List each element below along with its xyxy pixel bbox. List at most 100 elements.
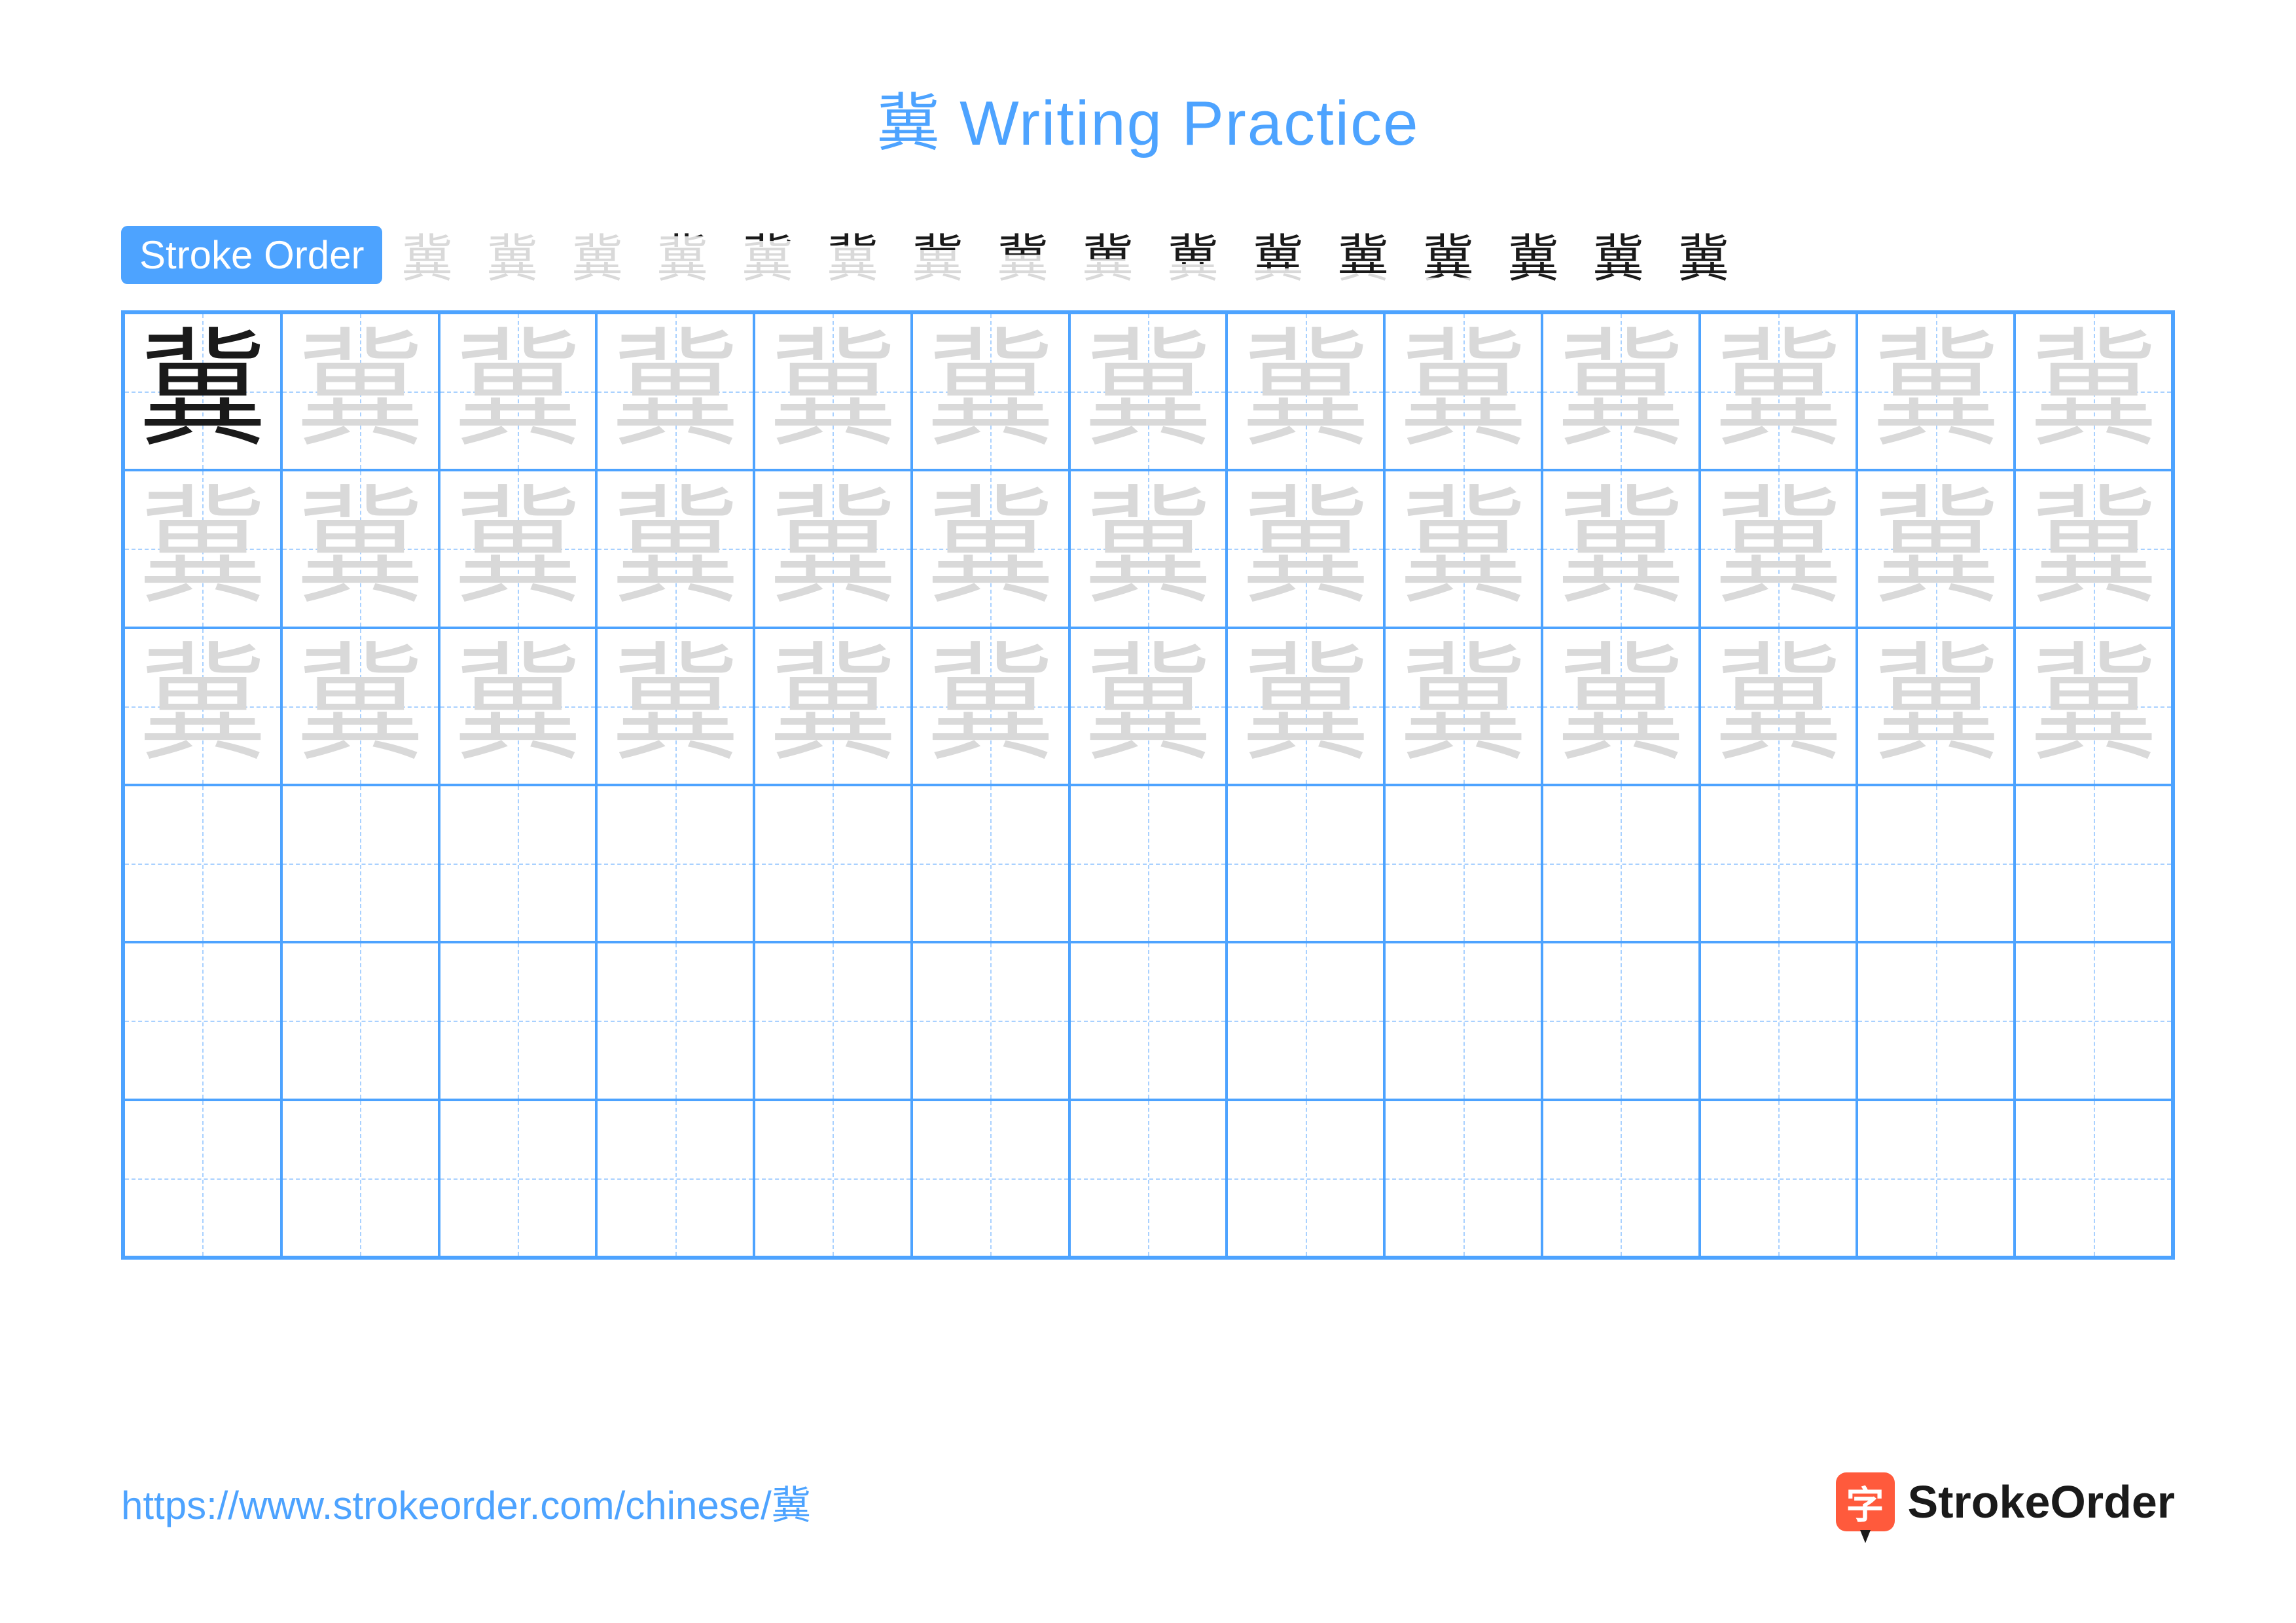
grid-cell: 冀 — [912, 470, 1069, 627]
grid-cell: 冀 — [754, 628, 912, 785]
trace-character: 冀 — [454, 485, 581, 613]
trace-character: 冀 — [769, 485, 897, 613]
stroke-step-1: 冀冀 — [394, 222, 459, 287]
grid-cell: 冀 — [596, 628, 754, 785]
grid-cell: 冀 — [596, 313, 754, 470]
grid-cell — [1700, 1100, 1857, 1257]
grid-cell — [1542, 1100, 1700, 1257]
grid-cell: 冀 — [439, 470, 597, 627]
grid-cell: 冀 — [754, 470, 912, 627]
grid-cell — [754, 942, 912, 1099]
grid-cell: 冀 — [1069, 470, 1227, 627]
grid-cell: 冀 — [1384, 628, 1542, 785]
logo: 字 StrokeOrder — [1836, 1472, 2175, 1531]
stroke-step-9: 冀冀 — [1075, 222, 1140, 287]
stroke-step-16: 冀冀 — [1670, 222, 1736, 287]
grid-cell: 冀 — [1700, 313, 1857, 470]
stroke-step-4: 冀冀 — [649, 222, 715, 287]
grid-cell — [1227, 942, 1384, 1099]
trace-character: 冀 — [769, 328, 897, 456]
grid-cell: 冀 — [1542, 470, 1700, 627]
page-title: 冀 Writing Practice — [121, 72, 2175, 163]
grid-cell — [124, 942, 281, 1099]
trace-character: 冀 — [139, 642, 266, 770]
trace-character: 冀 — [2030, 485, 2157, 613]
trace-character: 冀 — [769, 642, 897, 770]
trace-character: 冀 — [1242, 328, 1369, 456]
stroke-step-8: 冀冀 — [990, 222, 1055, 287]
grid-cell: 冀 — [754, 313, 912, 470]
trace-character: 冀 — [927, 328, 1054, 456]
stroke-order-badge: Stroke Order — [121, 226, 382, 284]
trace-character: 冀 — [1399, 328, 1527, 456]
grid-cell — [2015, 1100, 2172, 1257]
trace-character: 冀 — [927, 485, 1054, 613]
trace-character: 冀 — [1715, 642, 1842, 770]
footer-url: https://www.strokeorder.com/chinese/冀 — [121, 1474, 811, 1531]
trace-character: 冀 — [1872, 642, 2000, 770]
logo-icon: 字 — [1836, 1472, 1895, 1531]
grid-cell — [281, 785, 439, 942]
grid-cell — [754, 1100, 912, 1257]
stroke-steps-container: 冀冀冀冀冀冀冀冀冀冀冀冀冀冀冀冀冀冀冀冀冀冀冀冀冀冀冀冀冀冀冀冀 — [394, 222, 1736, 287]
grid-cell — [1857, 942, 2015, 1099]
grid-cell — [1384, 1100, 1542, 1257]
trace-character: 冀 — [927, 642, 1054, 770]
trace-character: 冀 — [1557, 642, 1685, 770]
grid-cell — [1227, 1100, 1384, 1257]
grid-cell: 冀 — [1700, 628, 1857, 785]
stroke-step-14: 冀冀 — [1500, 222, 1566, 287]
stroke-step-13: 冀冀 — [1415, 222, 1480, 287]
grid-cell — [1069, 1100, 1227, 1257]
grid-cell: 冀 — [1384, 470, 1542, 627]
trace-character: 冀 — [1557, 328, 1685, 456]
footer: https://www.strokeorder.com/chinese/冀 字 … — [121, 1472, 2175, 1531]
grid-cell — [2015, 785, 2172, 942]
grid-cell — [596, 1100, 754, 1257]
stroke-order-row: Stroke Order 冀冀冀冀冀冀冀冀冀冀冀冀冀冀冀冀冀冀冀冀冀冀冀冀冀冀冀… — [121, 222, 2175, 287]
stroke-step-2: 冀冀 — [479, 222, 545, 287]
grid-cell: 冀 — [1542, 628, 1700, 785]
grid-cell — [1857, 785, 2015, 942]
grid-cell: 冀 — [439, 313, 597, 470]
trace-character: 冀 — [1872, 485, 2000, 613]
grid-cell — [2015, 942, 2172, 1099]
stroke-step-5: 冀冀 — [734, 222, 800, 287]
stroke-step-11: 冀冀 — [1245, 222, 1310, 287]
grid-cell: 冀 — [912, 313, 1069, 470]
grid-cell: 冀 — [596, 470, 754, 627]
grid-cell: 冀 — [281, 628, 439, 785]
grid-cell — [1384, 785, 1542, 942]
grid-cell: 冀 — [1384, 313, 1542, 470]
grid-cell — [439, 1100, 597, 1257]
trace-character: 冀 — [611, 485, 739, 613]
stroke-step-15: 冀冀 — [1585, 222, 1651, 287]
stroke-step-6: 冀冀 — [819, 222, 885, 287]
trace-character: 冀 — [1715, 485, 1842, 613]
trace-character: 冀 — [1399, 485, 1527, 613]
grid-cell: 冀 — [2015, 628, 2172, 785]
stroke-step-3: 冀冀 — [564, 222, 630, 287]
trace-character: 冀 — [296, 328, 424, 456]
grid-cell: 冀 — [124, 313, 281, 470]
grid-cell: 冀 — [439, 628, 597, 785]
stroke-step-7: 冀冀 — [905, 222, 970, 287]
grid-cell — [1227, 785, 1384, 942]
grid-cell: 冀 — [1069, 628, 1227, 785]
trace-character: 冀 — [1242, 642, 1369, 770]
trace-character: 冀 — [2030, 642, 2157, 770]
grid-cell — [1542, 785, 1700, 942]
grid-cell — [754, 785, 912, 942]
grid-cell — [1069, 942, 1227, 1099]
grid-cell — [439, 942, 597, 1099]
logo-text: StrokeOrder — [1908, 1476, 2175, 1528]
grid-cell — [1384, 942, 1542, 1099]
grid-cell — [124, 785, 281, 942]
trace-character: 冀 — [611, 642, 739, 770]
grid-cell — [1542, 942, 1700, 1099]
grid-cell — [281, 942, 439, 1099]
trace-character: 冀 — [454, 642, 581, 770]
trace-character: 冀 — [139, 485, 266, 613]
grid-cell: 冀 — [1857, 313, 2015, 470]
grid-cell: 冀 — [1069, 313, 1227, 470]
